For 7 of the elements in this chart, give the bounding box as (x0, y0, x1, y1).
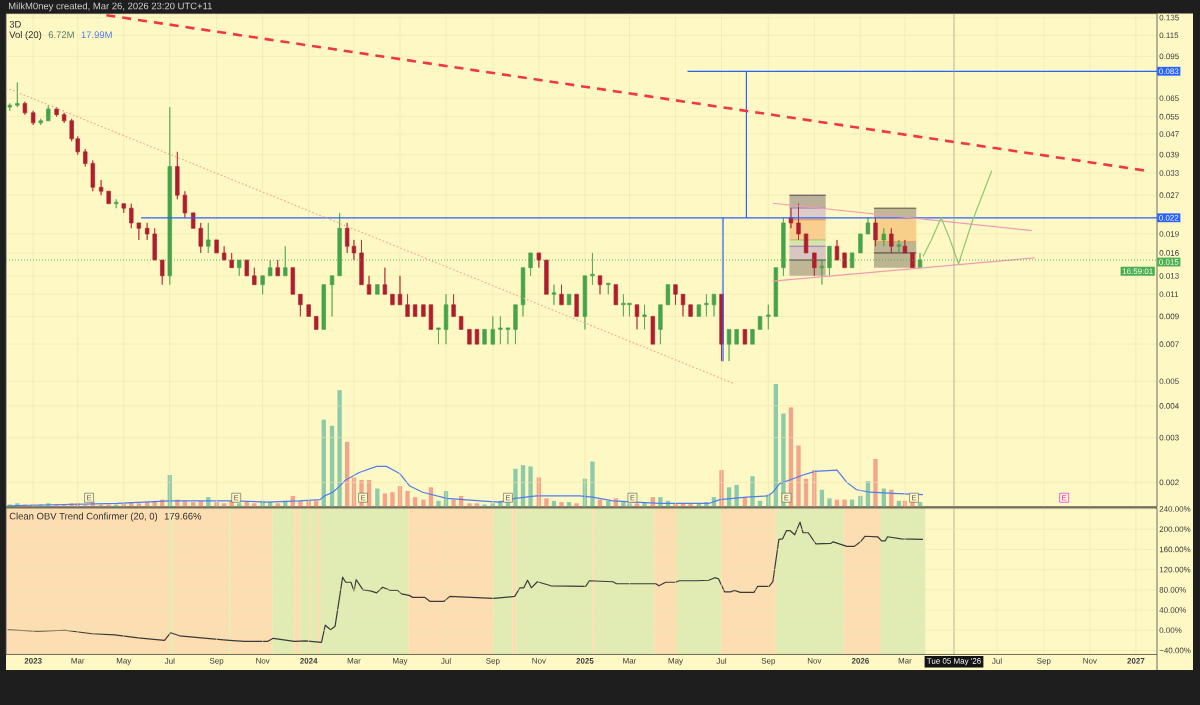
chart-title: Vol (20) (9, 31, 42, 40)
text: 3D (9, 20, 21, 28)
chart-title: Clean OBV Trend Confirmer (20, 0) (9, 512, 158, 522)
chart-title: MilkM0ney created, Mar 26, 2026 23:20 UTC+11 (8, 2, 212, 12)
annotation: 17.99M (81, 31, 112, 39)
annotation: 6.72M (48, 31, 74, 39)
chart-subtitle: 179.66% (164, 512, 202, 520)
